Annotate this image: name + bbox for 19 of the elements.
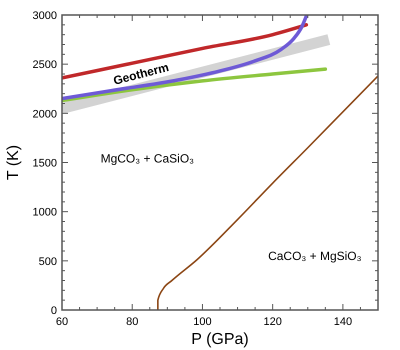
y-tick-label: 1000 bbox=[32, 206, 57, 219]
x-axis-title: P (GPa) bbox=[191, 331, 249, 348]
y-tick-label: 1500 bbox=[32, 158, 57, 170]
text: Geotherm bbox=[112, 60, 170, 88]
y-tick-label: 3000 bbox=[32, 10, 57, 22]
x-tick-label: 60 bbox=[56, 316, 68, 328]
y-axis-title: T (K) bbox=[5, 144, 22, 180]
x-tick-label: 140 bbox=[334, 316, 352, 328]
line-series bbox=[62, 67, 328, 102]
x-tick-label: 120 bbox=[263, 316, 282, 328]
y-tick-label: 2000 bbox=[32, 108, 57, 120]
annotation: MgCO₃ + CaSiO₃ bbox=[100, 152, 194, 166]
y-tick-label: 2500 bbox=[32, 59, 57, 72]
x-tick-label: 80 bbox=[126, 316, 138, 328]
x-tick-label: 100 bbox=[193, 316, 212, 328]
y-tick-label: 500 bbox=[38, 256, 57, 268]
line-series bbox=[62, 15, 308, 100]
y-tick-label: 0 bbox=[50, 305, 57, 317]
annotation: CaCO₃ + MgSiO₃ bbox=[268, 248, 362, 263]
